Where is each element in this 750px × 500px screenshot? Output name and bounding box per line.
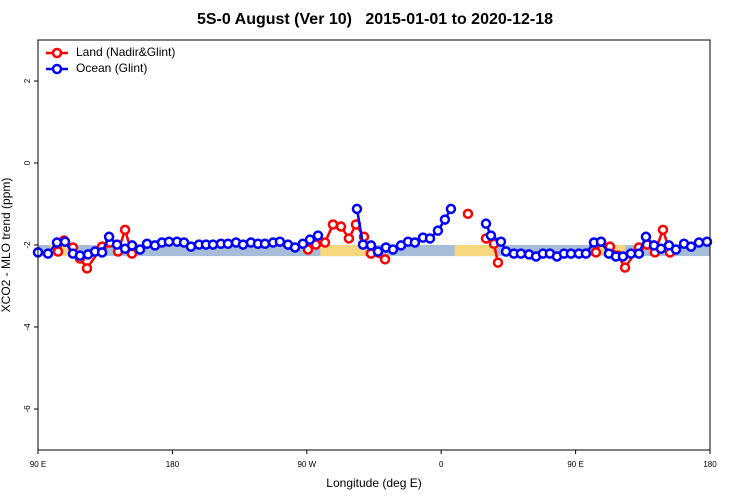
data-point: [96, 247, 108, 258]
data-point: [59, 236, 71, 247]
data-point: [312, 230, 324, 241]
chart-title: 5S-0 August (Ver 10) 2015-01-01 to 2020-…: [197, 11, 553, 28]
data-point: [357, 239, 369, 250]
legend-marker: [51, 47, 63, 59]
data-point: [424, 233, 436, 244]
data-point: [495, 236, 507, 247]
data-point: [304, 234, 316, 245]
x-tick-label: 180: [166, 460, 180, 469]
data-point: [657, 224, 669, 236]
data-point: [409, 237, 421, 248]
data-point: [74, 250, 86, 261]
data-point: [595, 236, 607, 247]
data-point: [319, 237, 331, 248]
data-point: [580, 248, 592, 259]
data-point: [126, 240, 138, 251]
data-point: [685, 241, 697, 252]
y-axis-label: XCO2 - MLO trend (ppm): [0, 178, 13, 313]
data-point: [81, 263, 93, 274]
data-point: [670, 244, 682, 255]
y-tick-label: -4: [23, 323, 32, 331]
data-point: [259, 238, 271, 250]
data-point: [617, 251, 629, 262]
data-point: [480, 218, 492, 229]
data-point: [387, 244, 399, 255]
data-point: [185, 241, 197, 252]
data-point: [633, 248, 645, 259]
data-point: [111, 239, 123, 250]
data-point: [701, 236, 713, 247]
data-point: [515, 248, 527, 259]
data-point: [462, 208, 474, 220]
data-point: [485, 230, 497, 241]
data-point: [52, 246, 64, 257]
data-point: [439, 214, 451, 225]
data-point: [289, 242, 301, 253]
data-point: [492, 257, 504, 268]
data-point: [640, 231, 652, 243]
data-point: [432, 225, 444, 236]
x-axis-label: Longitude (deg E): [326, 476, 421, 490]
y-tick-label: 0: [23, 160, 32, 165]
data-point: [351, 203, 363, 215]
legend-label: Land (Nadir&Glint): [76, 45, 175, 59]
x-tick-label: 90 E: [567, 460, 583, 469]
x-tick-label: 180: [703, 460, 717, 469]
data-point: [163, 236, 175, 247]
x-tick-label: 90 W: [297, 460, 316, 469]
y-tick-label: -2: [23, 241, 32, 249]
data-point: [274, 236, 286, 247]
data-point: [693, 237, 705, 248]
data-point: [343, 233, 355, 244]
data-point: [365, 240, 377, 251]
data-point: [445, 203, 457, 215]
legend-marker: [51, 63, 63, 75]
data-point: [119, 224, 131, 236]
data-point: [590, 247, 602, 258]
data-point: [222, 238, 234, 250]
data-point: [619, 262, 631, 273]
y-tick-label: -6: [23, 405, 32, 413]
legend-label: Ocean (Glint): [76, 61, 147, 75]
x-tick-label: 90 E: [30, 460, 46, 469]
data-point: [42, 248, 54, 259]
data-point: [327, 219, 339, 230]
land-span: [454, 245, 495, 257]
x-tick-label: 0: [439, 460, 444, 469]
data-point: [51, 237, 63, 248]
data-point: [335, 221, 347, 232]
data-point: [379, 254, 391, 265]
data-point: [372, 246, 384, 257]
y-tick-label: 2: [23, 78, 32, 83]
plot-area: [32, 203, 713, 274]
data-point: [134, 244, 146, 255]
land-span: [320, 245, 366, 257]
series-line: [56, 222, 672, 271]
data-point: [103, 231, 115, 243]
